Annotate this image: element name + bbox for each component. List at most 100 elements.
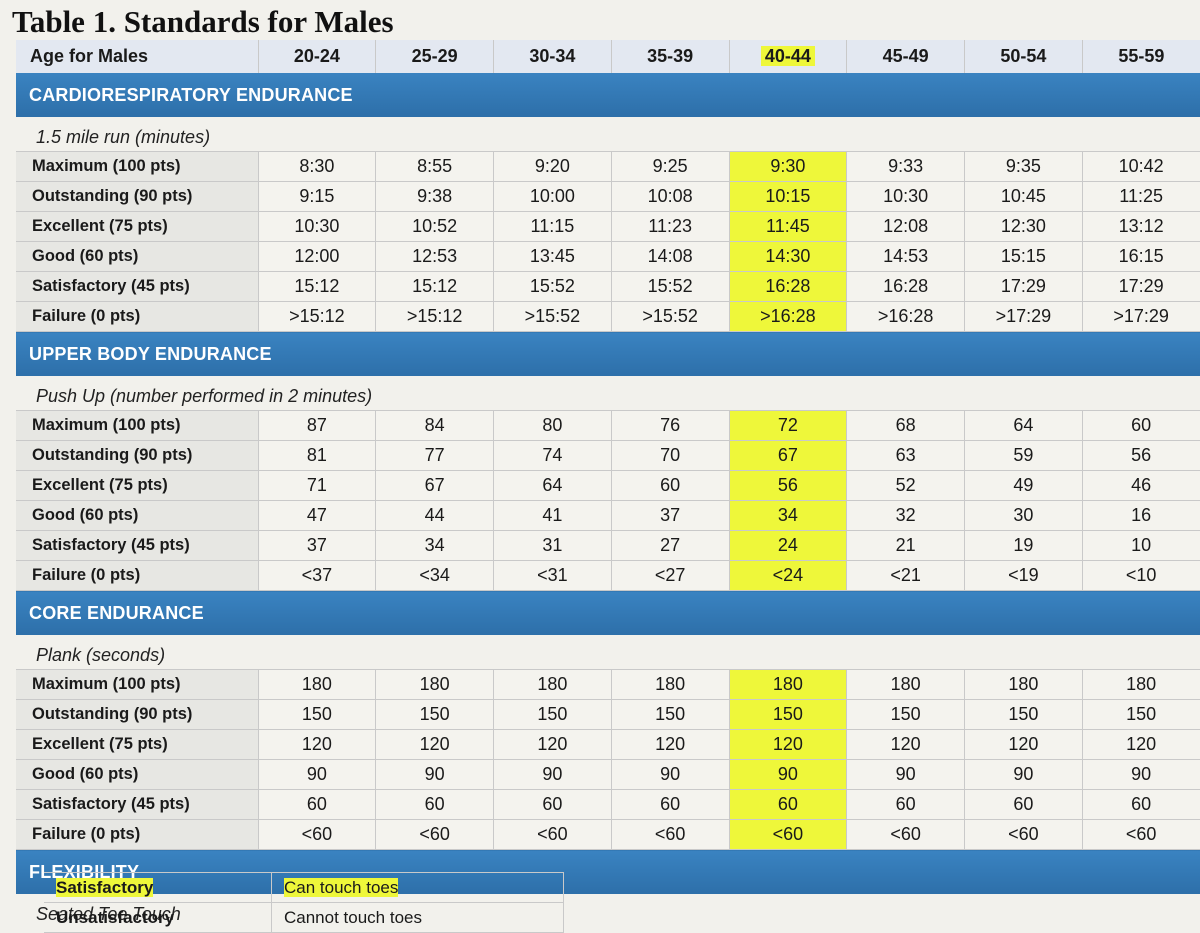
score-cell: <37 (257, 560, 377, 591)
score-cell: <27 (610, 560, 730, 591)
score-cell: 56 (1081, 440, 1200, 471)
section-subtitle: 1.5 mile run (minutes) (36, 127, 211, 147)
score-cell: 120 (846, 729, 965, 760)
score-cell: 31 (493, 530, 612, 561)
score-cell: 63 (846, 440, 965, 471)
age-header-label: Age for Males (16, 40, 258, 73)
flexibility-value: Cannot touch toes (271, 902, 564, 933)
score-cell: <60 (375, 819, 494, 850)
score-cell: 9:15 (257, 181, 377, 212)
score-cell: 16:28 (846, 271, 965, 302)
score-cell: 15:15 (964, 241, 1083, 272)
score-cell: 34 (375, 530, 494, 561)
score-row: Maximum (100 pts) 87 84 80 76 72 68 64 60 (16, 410, 1200, 441)
score-cell-highlighted: 11:45 (728, 211, 848, 242)
score-cell: 47 (257, 500, 377, 531)
score-cell: 10:52 (375, 211, 494, 242)
score-row: Good (60 pts) 47 44 41 37 34 32 30 16 (16, 500, 1200, 531)
score-cell: 15:12 (375, 271, 494, 302)
score-cell-highlighted: 14:30 (728, 241, 848, 272)
score-cell-highlighted: 34 (728, 500, 848, 531)
age-column-header: 20-24 (257, 40, 376, 73)
score-cell: 60 (846, 789, 965, 820)
score-cell: <60 (610, 819, 730, 850)
score-row: Failure (0 pts) <37 <34 <31 <27 <24 <21 <19 <10 (16, 560, 1200, 591)
score-label: Excellent (75 pts) (16, 211, 259, 242)
score-label: Outstanding (90 pts) (16, 181, 259, 212)
score-cell: 15:52 (610, 271, 730, 302)
score-cell-highlighted: 10:15 (728, 181, 848, 212)
score-cell: 16 (1081, 500, 1200, 531)
score-row: Good (60 pts) 90 90 90 90 90 90 90 90 (16, 759, 1200, 790)
score-cell: 15:52 (493, 271, 612, 302)
score-cell: <60 (493, 819, 612, 850)
score-cell: 90 (610, 759, 730, 790)
score-cell: 59 (964, 440, 1083, 471)
section-title: CORE ENDURANCE (16, 590, 1200, 635)
score-cell: 60 (1081, 789, 1200, 820)
score-cell: 180 (964, 669, 1083, 700)
score-row: Outstanding (90 pts) 9:15 9:38 10:00 10:08 10… (16, 181, 1200, 212)
score-cell: 84 (375, 410, 494, 441)
score-cell: <10 (1081, 560, 1200, 591)
score-cell: 120 (964, 729, 1083, 760)
score-cell-highlighted: 56 (728, 470, 848, 501)
score-cell: 27 (610, 530, 730, 561)
score-cell: 64 (964, 410, 1083, 441)
score-cell: 77 (375, 440, 494, 471)
score-cell: 17:29 (964, 271, 1083, 302)
score-cell: 71 (257, 470, 377, 501)
score-cell: 180 (375, 669, 494, 700)
score-cell: >17:29 (964, 301, 1083, 332)
score-cell: >15:12 (257, 301, 377, 332)
standards-table: Age for Males 20-24 25-29 30-34 35-39 40… (16, 40, 1200, 928)
score-cell: 9:38 (375, 181, 494, 212)
score-cell: 70 (610, 440, 730, 471)
flexibility-label: Satisfactory (44, 872, 272, 903)
score-cell-highlighted: 150 (728, 699, 848, 730)
score-cell: 120 (257, 729, 377, 760)
score-cell: 150 (375, 699, 494, 730)
score-cell: 90 (375, 759, 494, 790)
score-label: Good (60 pts) (16, 759, 259, 790)
score-cell: 150 (610, 699, 730, 730)
score-cell-highlighted: 90 (728, 759, 848, 790)
score-cell: <21 (846, 560, 965, 591)
score-cell: 9:25 (610, 151, 730, 182)
score-cell: 9:20 (493, 151, 612, 182)
score-cell-highlighted: 180 (728, 669, 848, 700)
score-row: Excellent (75 pts) 10:30 10:52 11:15 11:23 11… (16, 211, 1200, 242)
age-column-header: 45-49 (846, 40, 965, 73)
score-cell: 9:35 (964, 151, 1083, 182)
score-row: Satisfactory (45 pts) 15:12 15:12 15:52 15:5… (16, 271, 1200, 302)
score-cell: 41 (493, 500, 612, 531)
score-row: Failure (0 pts) >15:12 >15:12 >15:52 >15:52 >… (16, 301, 1200, 332)
score-label: Satisfactory (45 pts) (16, 789, 259, 820)
flexibility-value: Can touch toes (271, 872, 564, 903)
score-cell: 12:30 (964, 211, 1083, 242)
score-row: Maximum (100 pts) 180 180 180 180 180 180 180 18… (16, 669, 1200, 700)
score-label: Maximum (100 pts) (16, 410, 259, 441)
score-cell: 120 (610, 729, 730, 760)
score-cell: 10:30 (846, 181, 965, 212)
flexibility-row: Satisfactory Can touch toes (44, 872, 564, 903)
score-cell-highlighted: 24 (728, 530, 848, 561)
score-cell-highlighted: 120 (728, 729, 848, 760)
score-cell: 49 (964, 470, 1083, 501)
score-cell: 11:25 (1081, 181, 1200, 212)
score-cell: 11:15 (493, 211, 612, 242)
score-cell: 90 (846, 759, 965, 790)
score-row: Good (60 pts) 12:00 12:53 13:45 14:08 14:30 14… (16, 241, 1200, 272)
age-column-header: 35-39 (610, 40, 729, 73)
score-cell-highlighted: 9:30 (728, 151, 848, 182)
score-cell: 60 (257, 789, 377, 820)
score-label: Failure (0 pts) (16, 819, 259, 850)
score-cell: >16:28 (846, 301, 965, 332)
score-label: Maximum (100 pts) (16, 669, 259, 700)
score-cell-highlighted: <60 (728, 819, 848, 850)
score-cell: 60 (375, 789, 494, 820)
score-cell: 67 (375, 470, 494, 501)
score-label: Satisfactory (45 pts) (16, 530, 259, 561)
section-title: CARDIORESPIRATORY ENDURANCE (16, 73, 1200, 117)
score-row: Maximum (100 pts) 8:30 8:55 9:20 9:25 9:30 9:3… (16, 151, 1200, 182)
